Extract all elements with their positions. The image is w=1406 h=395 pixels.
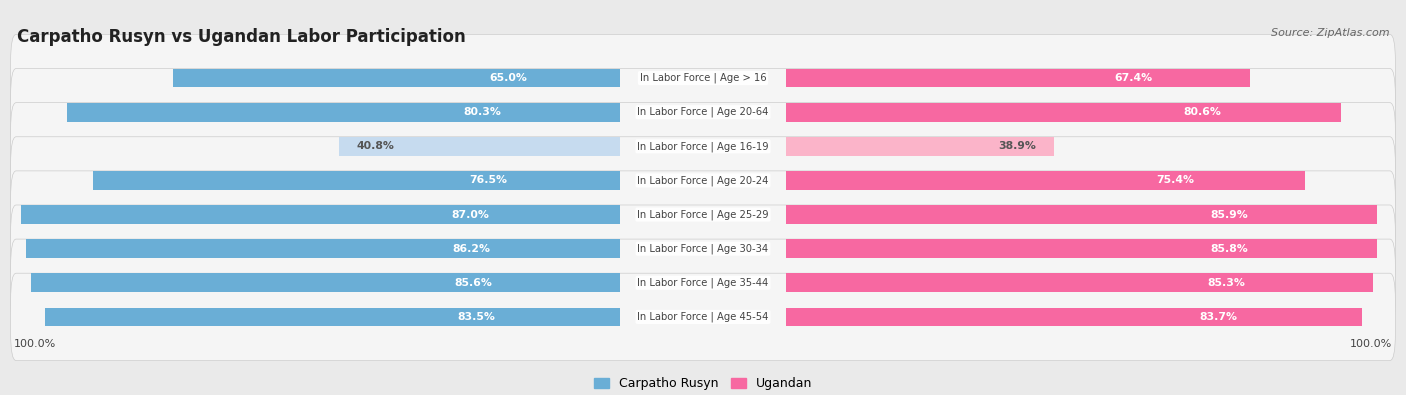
Bar — [173, 69, 620, 87]
Text: In Labor Force | Age 30-34: In Labor Force | Age 30-34 — [637, 243, 769, 254]
FancyBboxPatch shape — [11, 69, 1395, 156]
Text: Carpatho Rusyn vs Ugandan Labor Participation: Carpatho Rusyn vs Ugandan Labor Particip… — [17, 28, 465, 46]
FancyBboxPatch shape — [11, 239, 1395, 326]
Text: 75.4%: 75.4% — [1156, 175, 1194, 185]
Text: 76.5%: 76.5% — [470, 175, 508, 185]
Bar — [786, 205, 1378, 224]
Text: In Labor Force | Age 20-64: In Labor Force | Age 20-64 — [637, 107, 769, 117]
Text: 85.9%: 85.9% — [1211, 210, 1249, 220]
Text: 87.0%: 87.0% — [451, 210, 489, 220]
FancyBboxPatch shape — [11, 103, 1395, 190]
Bar — [31, 273, 620, 292]
Legend: Carpatho Rusyn, Ugandan: Carpatho Rusyn, Ugandan — [589, 372, 817, 395]
Text: 83.7%: 83.7% — [1199, 312, 1237, 322]
Text: 100.0%: 100.0% — [14, 339, 56, 348]
Bar — [27, 239, 620, 258]
Text: In Labor Force | Age 45-54: In Labor Force | Age 45-54 — [637, 312, 769, 322]
Text: 85.8%: 85.8% — [1211, 244, 1249, 254]
Text: 85.3%: 85.3% — [1208, 278, 1246, 288]
FancyBboxPatch shape — [11, 137, 1395, 224]
Text: In Labor Force | Age 20-24: In Labor Force | Age 20-24 — [637, 175, 769, 186]
Text: In Labor Force | Age 25-29: In Labor Force | Age 25-29 — [637, 209, 769, 220]
Bar — [93, 171, 620, 190]
FancyBboxPatch shape — [11, 171, 1395, 258]
Bar — [786, 137, 1053, 156]
Text: 80.3%: 80.3% — [463, 107, 501, 117]
Bar — [786, 69, 1250, 87]
FancyBboxPatch shape — [11, 34, 1395, 122]
Text: 40.8%: 40.8% — [357, 141, 394, 151]
Text: 80.6%: 80.6% — [1184, 107, 1220, 117]
Text: 86.2%: 86.2% — [453, 244, 491, 254]
Bar — [786, 239, 1376, 258]
Text: 67.4%: 67.4% — [1115, 73, 1153, 83]
Text: 83.5%: 83.5% — [457, 312, 495, 322]
Text: In Labor Force | Age 16-19: In Labor Force | Age 16-19 — [637, 141, 769, 152]
Bar — [339, 137, 620, 156]
Text: 100.0%: 100.0% — [1350, 339, 1392, 348]
Bar — [67, 103, 620, 122]
Text: Source: ZipAtlas.com: Source: ZipAtlas.com — [1271, 28, 1389, 38]
FancyBboxPatch shape — [11, 273, 1395, 361]
Text: 65.0%: 65.0% — [489, 73, 527, 83]
Bar — [45, 308, 620, 326]
Text: 85.6%: 85.6% — [454, 278, 492, 288]
Bar — [786, 171, 1305, 190]
Text: In Labor Force | Age 35-44: In Labor Force | Age 35-44 — [637, 278, 769, 288]
Text: 38.9%: 38.9% — [998, 141, 1036, 151]
Bar — [786, 308, 1362, 326]
Bar — [786, 273, 1374, 292]
Bar — [786, 103, 1341, 122]
Text: In Labor Force | Age > 16: In Labor Force | Age > 16 — [640, 73, 766, 83]
FancyBboxPatch shape — [11, 205, 1395, 292]
Bar — [21, 205, 620, 224]
